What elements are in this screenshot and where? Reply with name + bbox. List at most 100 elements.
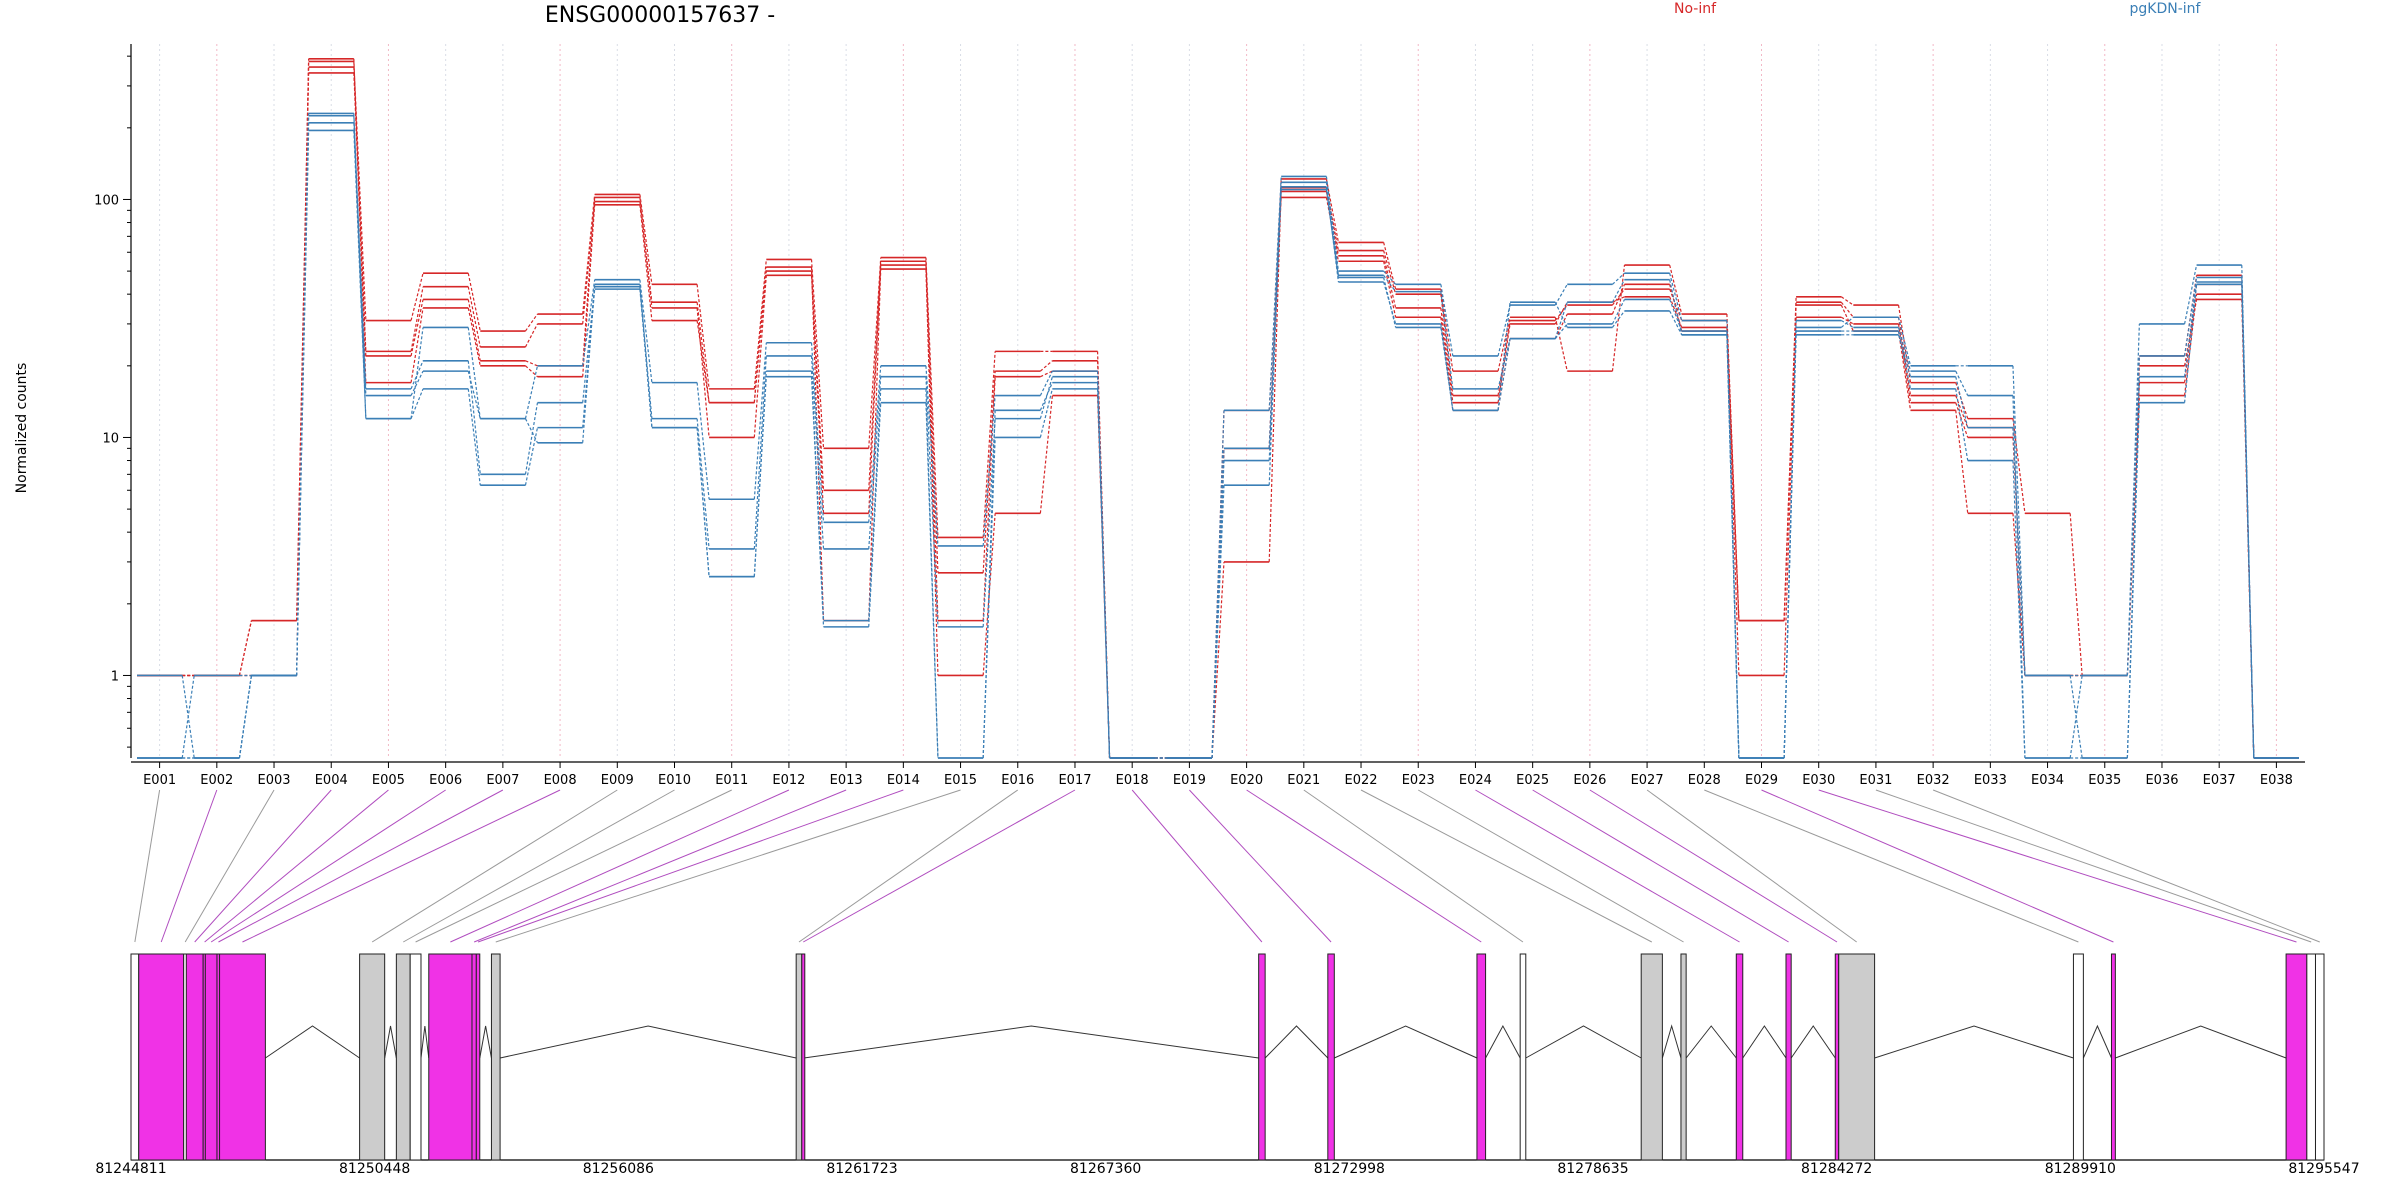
data-connector xyxy=(2126,402,2140,759)
data-connector xyxy=(2012,365,2026,676)
x-tick-label: E004 xyxy=(315,773,348,788)
data-connector xyxy=(238,620,253,676)
data-connector xyxy=(696,418,710,550)
exon-box xyxy=(1476,953,1487,1161)
data-connector xyxy=(467,273,481,332)
x-tick-label: E027 xyxy=(1631,773,1664,788)
x-tick-label: E021 xyxy=(1287,773,1320,788)
y-tick-label: 1 xyxy=(111,669,119,684)
data-connector xyxy=(1726,331,1740,621)
data-connector xyxy=(1841,316,1854,325)
data-connector xyxy=(1383,250,1397,295)
x-tick-label: E032 xyxy=(1917,773,1950,788)
exon-box xyxy=(409,953,422,1161)
genomic-coordinate-label: 81244811 xyxy=(95,1161,166,1177)
data-connector xyxy=(1955,402,1969,438)
data-connector xyxy=(868,402,882,627)
data-connector xyxy=(2069,513,2083,676)
data-connector xyxy=(1325,182,1340,276)
data-connector xyxy=(810,259,825,449)
data-connector xyxy=(1039,376,1053,419)
data-connector xyxy=(1669,279,1683,335)
exon-connector xyxy=(184,789,275,943)
data-connector xyxy=(1440,327,1454,411)
exon-box xyxy=(395,953,411,1161)
data-connector xyxy=(1268,176,1282,411)
data-connector xyxy=(524,365,539,419)
data-connector xyxy=(1955,376,1969,428)
data-connector xyxy=(1497,304,1511,357)
exon-connector xyxy=(1246,789,1482,943)
exon-box xyxy=(475,953,481,1161)
exon-box xyxy=(2285,953,2308,1161)
exon-box xyxy=(219,953,266,1161)
data-connector xyxy=(982,410,996,759)
data-connector xyxy=(353,130,367,419)
data-connector xyxy=(982,376,996,621)
exon-connectors xyxy=(134,789,2320,943)
data-connector xyxy=(353,122,367,389)
legend-entry-no-inf: No-inf xyxy=(1674,1,1717,17)
data-connector xyxy=(696,307,710,438)
data-connector xyxy=(1497,338,1511,411)
exon-connector xyxy=(1131,789,1263,943)
x-tick-label: E014 xyxy=(887,773,920,788)
data-connector xyxy=(1783,305,1797,621)
genomic-coordinate-label: 81284272 xyxy=(1801,1161,1872,1177)
data-connector xyxy=(467,286,481,348)
data-connector xyxy=(524,418,539,444)
data-connector xyxy=(1897,327,1912,372)
data-connector xyxy=(1955,388,1969,461)
x-tick-label: E034 xyxy=(2031,773,2064,788)
data-connector xyxy=(982,351,996,538)
series-no-inf xyxy=(137,60,2299,759)
data-connector xyxy=(1383,261,1397,318)
x-tick-label: E015 xyxy=(944,773,977,788)
data-connector xyxy=(1554,323,1568,340)
genomic-coordinate-label: 81256086 xyxy=(583,1161,654,1177)
data-connector xyxy=(1955,410,1969,514)
x-tick-label: E009 xyxy=(601,773,634,788)
x-tick-label: E005 xyxy=(372,773,405,788)
data-connector xyxy=(1039,370,1053,396)
data-connector xyxy=(467,299,481,361)
data-connector xyxy=(639,194,653,285)
data-connector xyxy=(1726,327,1740,676)
exon-connector xyxy=(210,789,446,943)
data-connector xyxy=(639,279,653,383)
intron-line xyxy=(2082,1024,2112,1059)
data-connector xyxy=(410,388,424,419)
data-connector xyxy=(810,355,825,550)
data-connector xyxy=(353,61,367,321)
data-connector xyxy=(410,286,424,352)
data-connector xyxy=(1039,388,1053,438)
exon-connector xyxy=(371,789,618,943)
x-tick-label: E016 xyxy=(1001,773,1034,788)
exon-box xyxy=(2314,953,2325,1161)
data-connector xyxy=(2183,281,2198,377)
data-connector xyxy=(1440,323,1454,411)
intron-line xyxy=(1525,1025,1642,1059)
exon-box xyxy=(1785,953,1792,1161)
data-connector xyxy=(524,427,539,486)
gene-model: 81244811 81250448 81256086 81261723 81267360… xyxy=(95,953,2360,1177)
intron-line xyxy=(479,1025,492,1059)
x-tick-label: E008 xyxy=(544,773,577,788)
data-connector xyxy=(1669,284,1683,332)
exon-box xyxy=(1327,953,1335,1161)
data-connector xyxy=(1497,317,1511,372)
data-connector xyxy=(1554,313,1568,339)
exon-connector xyxy=(415,789,732,943)
data-connector xyxy=(1611,299,1626,325)
data-connector xyxy=(753,275,767,438)
intron-line xyxy=(1661,1024,1682,1059)
data-connector xyxy=(238,675,253,759)
data-connector xyxy=(410,370,424,396)
data-connector xyxy=(1841,320,1854,328)
data-connector xyxy=(868,261,882,491)
data-connector xyxy=(410,273,424,321)
data-connector xyxy=(582,194,596,315)
data-connector xyxy=(810,267,825,621)
data-connector xyxy=(181,675,195,759)
y-axis-label: Normalized counts xyxy=(14,363,30,494)
